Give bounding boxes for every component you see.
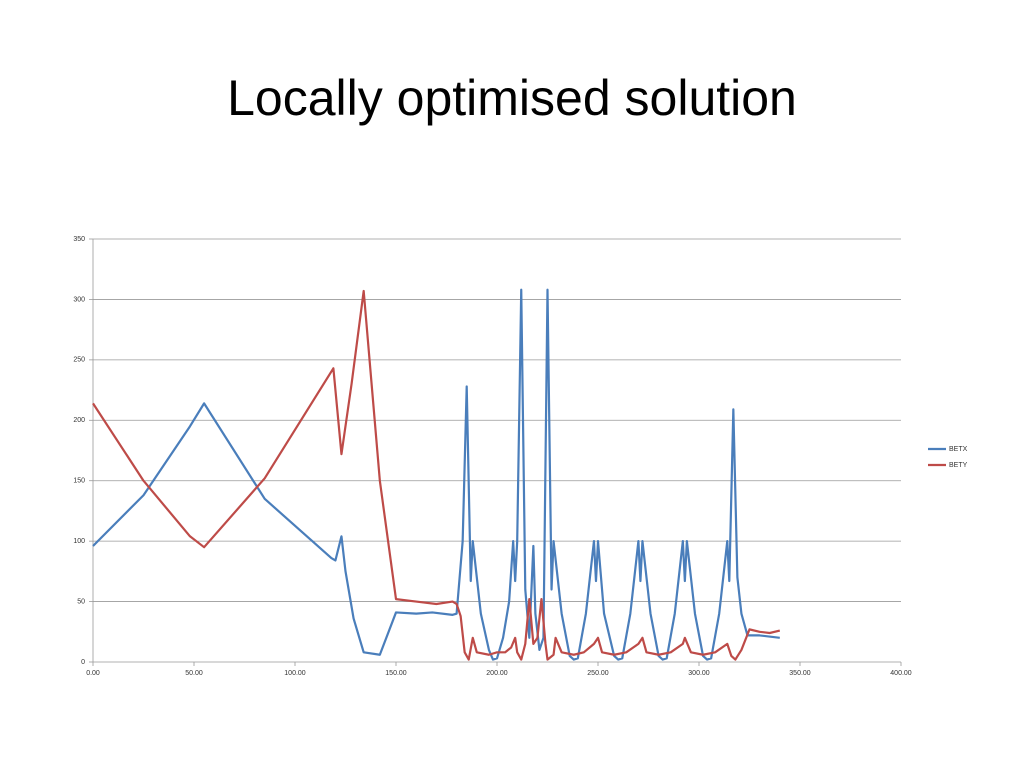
y-tick-label: 350	[73, 236, 85, 243]
y-tick-label: 150	[73, 478, 85, 485]
y-tick-label: 250	[73, 357, 85, 364]
x-tick-label: 50.00	[185, 670, 203, 677]
y-tick-label: 100	[73, 538, 85, 545]
x-tick-label: 150.00	[385, 670, 407, 677]
x-tick-label: 350.00	[789, 670, 811, 677]
x-tick-label: 250.00	[587, 670, 609, 677]
y-tick-label: 50	[77, 598, 85, 605]
y-tick-label: 200	[73, 417, 85, 424]
legend-label: BETX	[949, 446, 968, 453]
y-tick-label: 0	[81, 659, 85, 666]
x-tick-label: 100.00	[284, 670, 306, 677]
slide-title: Locally optimised solution	[227, 70, 797, 126]
x-tick-label: 400.00	[890, 670, 912, 677]
x-tick-label: 200.00	[486, 670, 508, 677]
x-tick-label: 300.00	[688, 670, 710, 677]
series-line	[92, 288, 780, 661]
y-tick-label: 300	[73, 296, 85, 303]
series-line	[92, 289, 781, 661]
x-tick-label: 0.00	[86, 670, 100, 677]
legend-label: BETY	[949, 462, 968, 469]
